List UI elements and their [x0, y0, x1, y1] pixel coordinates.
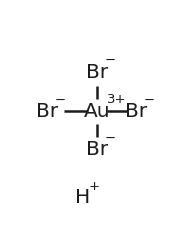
Text: 3+: 3+: [107, 93, 127, 106]
Text: −: −: [54, 94, 65, 107]
Text: +: +: [88, 180, 99, 193]
Text: −: −: [105, 132, 116, 145]
Text: Au: Au: [84, 102, 111, 121]
Text: −: −: [105, 54, 116, 67]
Text: Br: Br: [86, 63, 108, 82]
Text: Br: Br: [125, 102, 147, 121]
Text: −: −: [143, 94, 154, 107]
Text: Br: Br: [86, 140, 108, 159]
Text: Br: Br: [36, 102, 58, 121]
Text: H: H: [75, 188, 90, 207]
